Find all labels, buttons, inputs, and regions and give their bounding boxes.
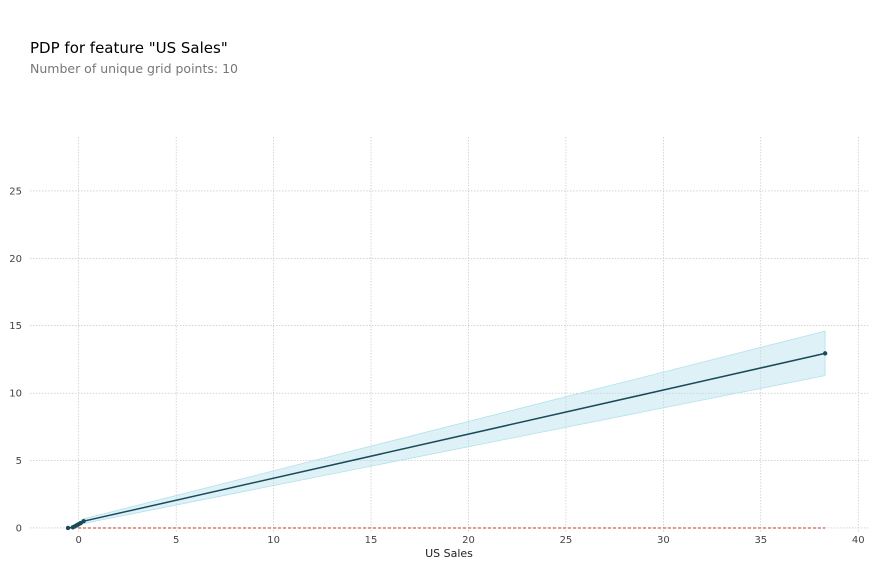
y-tick-label: 25 [9,186,22,197]
pdp-points [65,351,828,531]
data-point [65,525,71,531]
x-tick-label: 15 [365,535,378,546]
grid-lines [30,137,868,532]
y-tick-label: 0 [16,523,22,534]
x-tick-label: 25 [560,535,573,546]
x-tick-label: 35 [754,535,767,546]
x-tick-label: 10 [267,535,280,546]
y-tick-label: 20 [9,254,22,265]
x-tick-label: 0 [76,535,82,546]
y-tick-label: 10 [9,389,22,400]
x-tick-label: 5 [173,535,179,546]
x-tick-label: 20 [462,535,475,546]
x-tick-label: 30 [657,535,670,546]
data-point [81,519,86,524]
x-tick-label: 40 [852,535,865,546]
chart-title: PDP for feature "US Sales" [30,39,228,57]
data-point [822,351,828,356]
x-axis-label: US Sales [425,547,473,560]
y-tick-label: 15 [9,321,22,332]
tick-labels: 0 5 10 15 20 25 30 35 40 0 5 10 15 20 25 [9,186,864,546]
y-tick-label: 5 [16,456,22,467]
chart-subtitle: Number of unique grid points: 10 [30,61,238,76]
